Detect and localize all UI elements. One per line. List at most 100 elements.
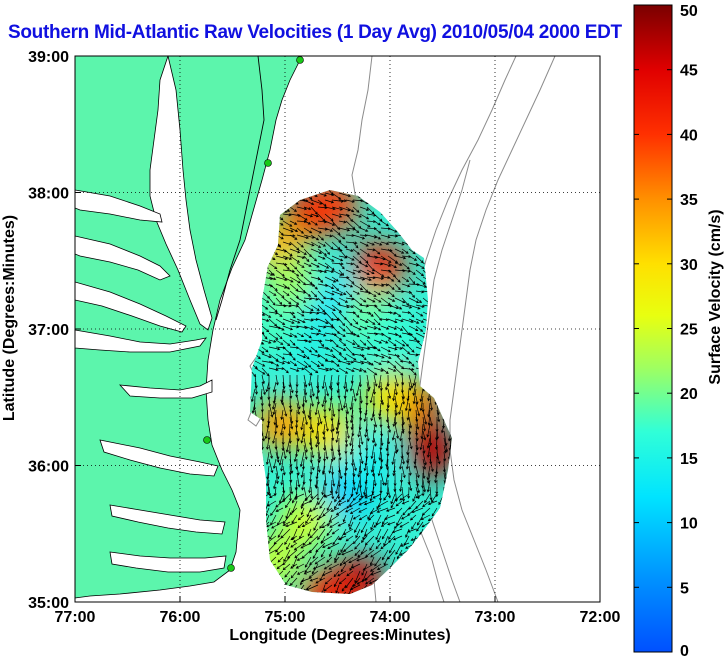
velocity-arrow [370, 521, 375, 531]
velocity-arrow [381, 528, 389, 540]
velocity-arrow [375, 528, 382, 541]
velocity-arrow [408, 262, 420, 267]
velocity-arrow [338, 465, 343, 480]
velocity-arrow [380, 472, 385, 486]
velocity-arrow [310, 395, 315, 407]
velocity-arrow [321, 374, 326, 390]
velocity-arrow [408, 367, 417, 376]
velocity-arrow [345, 353, 357, 361]
y-axis-label: Latitude (Degrees:Minutes) [1, 215, 18, 421]
velocity-arrow [324, 381, 330, 397]
velocity-arrow [373, 213, 383, 222]
velocity-arrow [359, 367, 367, 373]
velocity-arrow [352, 283, 364, 291]
velocity-arrow [282, 402, 288, 417]
velocity-arrow [296, 206, 308, 211]
velocity-arrow [289, 332, 298, 338]
colorbar-tick-label: 25 [680, 322, 698, 339]
velocity-arrow [392, 535, 403, 541]
velocity-arrow [296, 346, 305, 353]
velocity-arrow [268, 290, 277, 296]
velocity-arrow [431, 507, 438, 517]
velocity-arrow [408, 332, 417, 341]
velocity-arrow [303, 444, 308, 460]
velocity-arrow [274, 438, 278, 450]
velocity-arrow [415, 290, 425, 294]
velocity-arrow [359, 430, 364, 445]
velocity-arrow [271, 395, 277, 410]
velocity-arrow [349, 430, 354, 447]
speed-hotspot [301, 405, 353, 458]
velocity-arrow [373, 339, 383, 344]
velocity-arrow [373, 521, 382, 528]
velocity-arrow [358, 507, 368, 513]
velocity-arrow [278, 493, 284, 504]
velocity-arrow [303, 213, 314, 218]
velocity-arrow [296, 556, 305, 561]
velocity-arrow [359, 206, 370, 211]
velocity-arrow [326, 556, 333, 563]
velocity-arrow [331, 360, 340, 367]
velocity-arrow [301, 521, 312, 527]
velocity-arrow [316, 514, 326, 521]
velocity-arrow [276, 549, 284, 555]
velocity-arrow [357, 423, 361, 438]
velocity-arrow [338, 451, 342, 461]
velocity-arrow [377, 535, 382, 543]
y-axis-ticks: 39:00 38:00 37:00 36:00 35:00 [28, 49, 81, 612]
velocity-arrow [297, 521, 305, 529]
velocity-arrow [324, 444, 329, 460]
velocity-arrow [366, 367, 378, 376]
velocity-arrow [261, 409, 265, 422]
velocity-arrow [359, 227, 369, 232]
velocity-arrow [282, 318, 295, 324]
velocity-arrow [356, 556, 368, 562]
velocity-arrow [331, 472, 336, 487]
velocity-arrow [368, 514, 375, 521]
velocity-arrow [310, 297, 319, 301]
station-marker [203, 436, 211, 444]
velocity-arrow [272, 430, 277, 445]
velocity-arrow [359, 388, 363, 404]
velocity-arrow [338, 304, 350, 309]
velocity-arrow [317, 255, 326, 260]
velocity-arrow [275, 339, 284, 345]
velocity-arrow [261, 374, 265, 385]
velocity-arrow [373, 437, 377, 447]
velocity-arrow [345, 381, 349, 393]
velocity-arrow [296, 465, 300, 476]
velocity-arrow [303, 374, 308, 388]
velocity-arrow [310, 325, 322, 332]
velocity-arrow [289, 297, 300, 305]
velocity-arrow [282, 339, 291, 347]
station-marker [264, 159, 272, 167]
velocity-arrow [426, 437, 431, 449]
velocity-arrow [289, 269, 300, 277]
velocity-arrow [282, 465, 286, 476]
velocity-arrow [289, 220, 298, 225]
velocity-arrow [380, 423, 384, 437]
velocity-arrow [419, 388, 424, 403]
velocity-arrow [380, 332, 392, 340]
velocity-arrow [429, 430, 433, 446]
velocity-arrow [269, 493, 277, 498]
velocity-arrow [324, 367, 333, 371]
colorbar-tick-label: 45 [680, 63, 698, 80]
velocity-arrow [415, 395, 419, 405]
colorbar-label: Surface Velocity (cm/s) [707, 209, 724, 384]
colorbar-tick-label: 15 [680, 451, 698, 468]
velocity-arrow [323, 388, 328, 404]
velocity-arrow [315, 577, 326, 584]
velocity-arrow [324, 283, 335, 290]
velocity-arrow [396, 514, 403, 526]
velocity-arrow [284, 570, 291, 578]
velocity-arrow [434, 472, 438, 484]
velocity-arrow [387, 304, 400, 310]
velocity-arrow [275, 290, 285, 299]
velocity-arrow [352, 339, 360, 348]
velocity-arrow [358, 514, 368, 521]
velocity-arrow [282, 479, 286, 494]
velocity-arrow [356, 577, 368, 585]
velocity-arrow [352, 360, 365, 365]
